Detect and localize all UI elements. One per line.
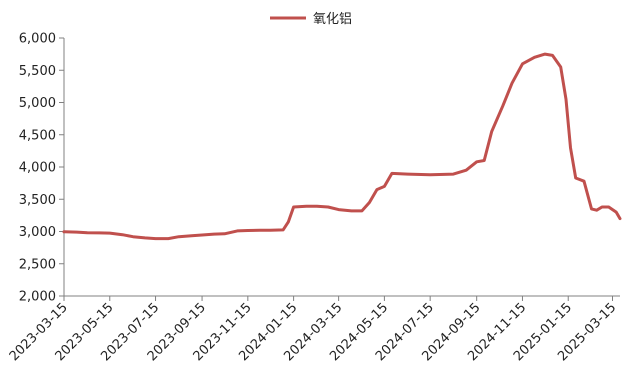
y-tick-label: 3,000 — [19, 225, 56, 240]
y-axis: 2,000 2,500 3,000 3,500 4,000 4,500 5,000 5,500… — [19, 32, 65, 305]
y-tick-label: 4,500 — [19, 128, 56, 143]
legend: 氧化铝 — [270, 12, 352, 27]
y-tick-label: 2,500 — [19, 257, 56, 272]
y-tick-label: 5,000 — [19, 96, 56, 111]
y-tick-label: 3,500 — [19, 193, 56, 208]
legend-label: 氧化铝 — [313, 12, 352, 27]
series-line — [62, 52, 622, 241]
y-tick-label: 4,000 — [19, 161, 56, 176]
y-tick-label: 2,000 — [19, 290, 56, 305]
series-layer — [62, 52, 622, 241]
y-tick-label: 6,000 — [19, 32, 56, 47]
y-tick-label: 5,500 — [19, 64, 56, 79]
x-axis: 2023-03-152023-05-152023-07-152023-09-15… — [7, 295, 620, 364]
